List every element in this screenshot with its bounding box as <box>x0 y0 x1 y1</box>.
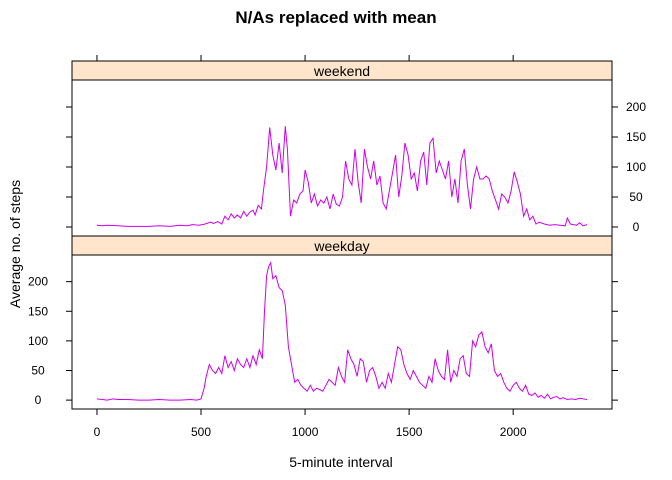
x-tick-label-0: 0 <box>94 425 101 439</box>
y-tick-label-weekend-150: 150 <box>626 130 646 144</box>
y-axis-label: Average no. of steps <box>7 180 23 308</box>
series-line-weekend <box>96 126 588 227</box>
y-tick-label-weekday-100: 100 <box>28 334 48 348</box>
x-tick-label-1500: 1500 <box>396 425 423 439</box>
y-axis: 0 50 100 150 200 0 50 100 150 200 <box>28 100 646 407</box>
chart-title: N/As replaced with mean <box>235 8 436 27</box>
plot-frames: weekend weekday <box>71 60 613 410</box>
y-tick-label-weekday-0: 0 <box>35 393 42 407</box>
x-axis-label: 5-minute interval <box>289 454 393 470</box>
series-line-weekday <box>96 261 588 401</box>
y-tick-label-weekend-50: 50 <box>629 190 643 204</box>
x-tick-label-500: 500 <box>191 425 211 439</box>
y-tick-label-weekday-200: 200 <box>28 275 48 289</box>
y-tick-label-weekend-100: 100 <box>626 160 646 174</box>
x-axis: 0 500 1000 1500 2000 <box>94 55 527 439</box>
x-tick-label-2000: 2000 <box>500 425 527 439</box>
y-tick-label-weekday-150: 150 <box>28 304 48 318</box>
y-tick-label-weekend-0: 0 <box>633 220 640 234</box>
strip-label-weekday: weekday <box>313 238 369 254</box>
y-tick-label-weekend-200: 200 <box>626 100 646 114</box>
y-tick-label-weekday-50: 50 <box>31 364 45 378</box>
panel-frame-weekend <box>71 79 613 237</box>
strip-label-weekend: weekend <box>313 63 370 79</box>
x-tick-label-1000: 1000 <box>292 425 319 439</box>
panel-frame-weekday <box>71 254 613 410</box>
